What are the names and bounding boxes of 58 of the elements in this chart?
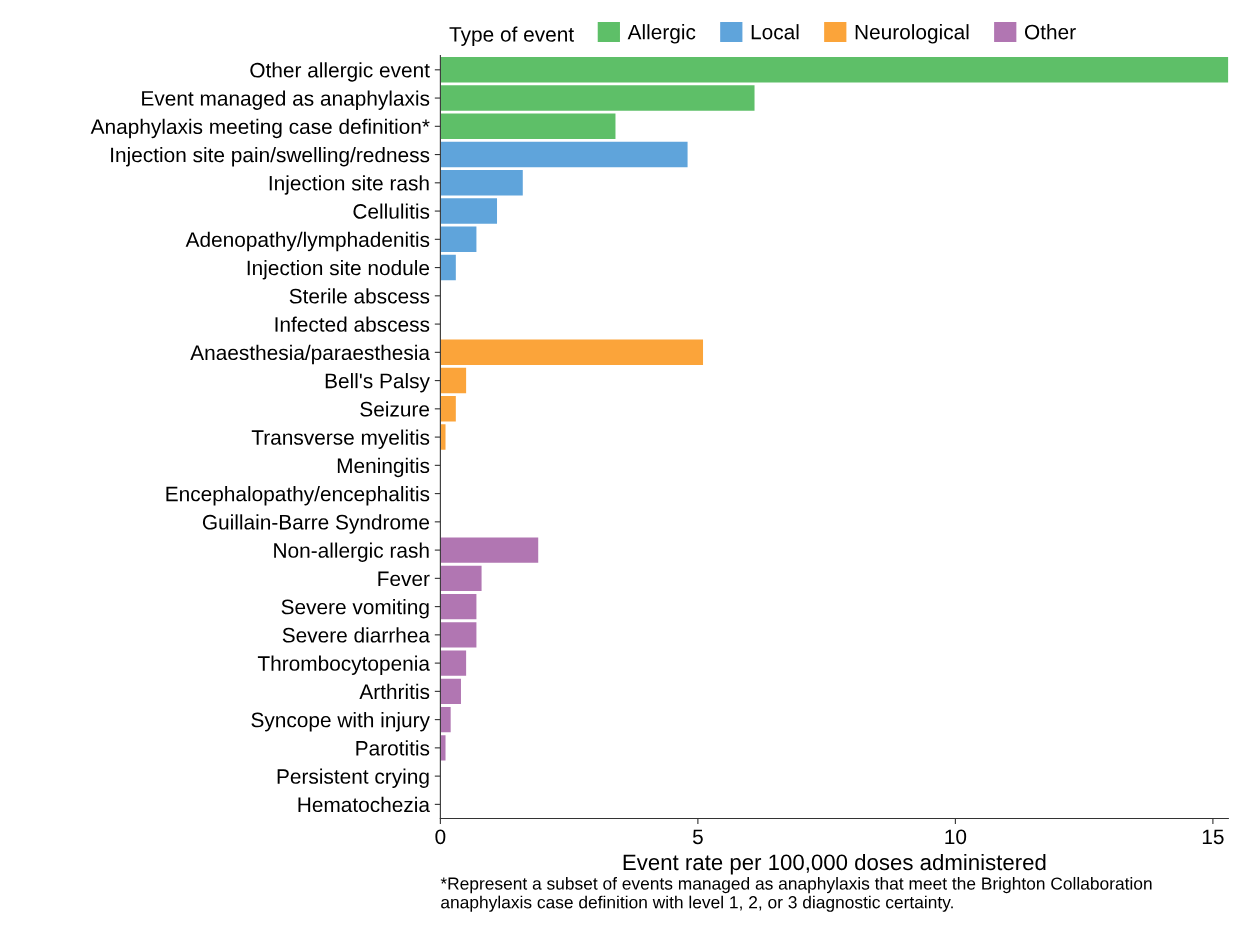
bar: [440, 565, 482, 592]
y-tick-label: Arthritis: [359, 683, 430, 700]
x-tick-label: 15: [1202, 829, 1224, 845]
y-tick-label: Encephalopathy/encephalitis: [166, 486, 430, 506]
bar: [440, 396, 456, 422]
y-tick-label: Adenopathy/lymphadenitis: [185, 231, 430, 252]
y-tick-label: Event managed as anaphylaxis: [142, 90, 430, 110]
y-tick-label: Transverse myelitis: [251, 429, 430, 449]
y-tick-label: Meningitis: [337, 457, 430, 478]
y-tick-label: Thrombocytopenia: [257, 655, 430, 675]
bar: [440, 706, 451, 733]
y-tick-label: Cellulitis: [353, 203, 430, 219]
y-tick-label: Hematochezia: [298, 796, 430, 813]
bar: [440, 650, 467, 676]
bar: [440, 339, 704, 366]
y-tick-label: Anaphylaxis meeting case definition*: [90, 118, 430, 139]
x-tick-label: 10: [945, 829, 967, 845]
bar: [440, 537, 539, 563]
y-tick-label: Bell's Palsy: [325, 373, 430, 393]
y-tick-label: Sterile abscess: [289, 288, 430, 304]
y-tick-label: Guillain-Barre Syndrome: [202, 514, 430, 534]
legend-label: Neurological: [855, 24, 969, 44]
y-tick-label: Seizure: [360, 401, 430, 417]
bar: [440, 367, 467, 394]
bar: [440, 198, 498, 224]
bar: [440, 254, 456, 281]
y-tick-label: Syncope with injury: [251, 712, 430, 732]
bar: [440, 141, 688, 168]
y-tick-label: Severe diarrhea: [282, 627, 430, 643]
x-axis-title: Event rate per 100,000 doses administered: [623, 853, 1046, 875]
legend-label: Allergic: [627, 24, 696, 44]
x-tick-label: 5: [692, 829, 703, 845]
x-tick-label: 0: [435, 829, 446, 845]
legend-label: Local: [751, 24, 799, 40]
bar: [440, 170, 523, 196]
bar: [440, 735, 446, 761]
bar: [440, 57, 1229, 83]
bar: [440, 622, 477, 648]
y-tick-label: Injection site pain/swelling/redness: [111, 147, 430, 167]
y-tick-label: Other allergic event: [250, 62, 430, 82]
y-tick-label: Persistent crying: [277, 768, 429, 788]
bar: [440, 678, 461, 705]
y-tick-label: Injection site nodule: [247, 260, 430, 280]
y-tick-label: Severe vomiting: [281, 599, 429, 619]
legend-label: Other: [1024, 24, 1076, 40]
text: *Represent a subset of events managed as anaphylaxis that meet the Brighton Collaboration anaphylaxis case definition with level 1, 2, or 3 diagnostic certainty.: [440, 876, 1152, 912]
bar: [440, 85, 755, 111]
y-tick-label: Infected abscess: [275, 316, 430, 332]
bar: [440, 593, 477, 620]
y-tick-label: Non-allergic rash: [274, 542, 429, 562]
y-tick-label: Parotitis: [356, 740, 430, 756]
y-tick-label: Anaesthesia/paraesthesia: [190, 344, 430, 365]
bar: [440, 113, 616, 140]
legend-title: Type of event: [449, 26, 574, 46]
y-tick-label: Fever: [378, 571, 430, 587]
bar: [440, 226, 477, 253]
y-tick-label: Injection site rash: [269, 175, 429, 195]
bar: [440, 424, 446, 450]
